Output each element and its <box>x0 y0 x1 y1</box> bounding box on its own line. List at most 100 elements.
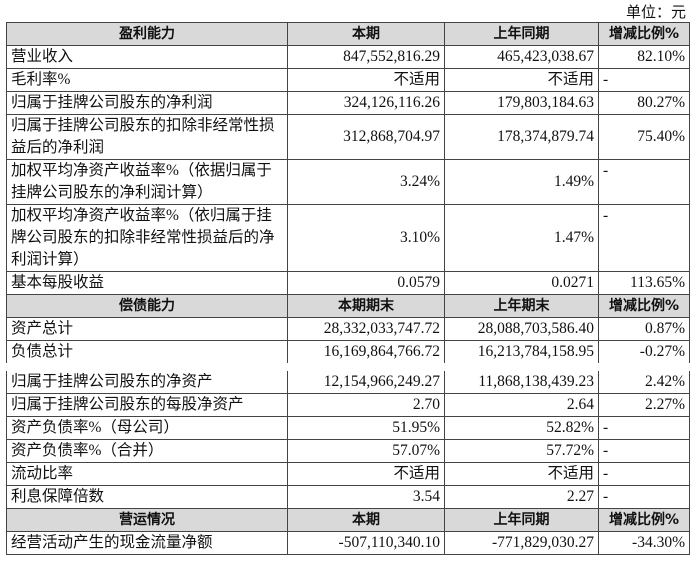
row-label: 归属于挂牌公司股东的扣除非经常性损益后的净利润 <box>6 114 288 160</box>
cell: 2.27 <box>444 485 599 509</box>
cell: 2.42% <box>598 363 690 394</box>
cell: 不适用 <box>287 68 445 92</box>
cell: 1.49% <box>444 159 599 205</box>
data-row: 归属于挂牌公司股东的扣除非经常性损益后的净利润 312,868,704.97 178… <box>6 114 690 160</box>
header-row: 盈利能力 本期 上年同期 增减比例% <box>6 22 690 46</box>
cell: 52.82% <box>444 416 599 440</box>
cell: 28,088,703,586.40 <box>444 317 599 341</box>
header-cell: 增减比例% <box>598 294 690 318</box>
cell: - <box>598 159 690 205</box>
header-cell: 上年同期 <box>444 508 599 532</box>
cell: 不适用 <box>287 462 445 486</box>
row-label: 负债总计 <box>6 340 288 368</box>
cell: 2.70 <box>287 393 445 417</box>
header-cell: 增减比例% <box>598 508 690 532</box>
data-row: 毛利率% 不适用 不适用 - <box>6 68 690 92</box>
row-label: 归属于挂牌公司股东的净利润 <box>6 91 288 115</box>
cell: - <box>598 204 690 272</box>
row-label: 经营活动产生的现金流量净额 <box>6 531 288 555</box>
row-label: 资产负债率%（合并） <box>6 439 288 463</box>
header-cell: 营运情况 <box>6 508 288 532</box>
data-row: 加权平均净资产收益率%（依据归属于挂牌公司股东的净利润计算） 3.24% 1.49%… <box>6 159 690 205</box>
row-label: 归属于挂牌公司股东的每股净资产 <box>6 393 288 417</box>
header-cell: 本期 <box>287 22 445 46</box>
row-label: 归属于挂牌公司股东的净资产 <box>6 363 288 394</box>
data-row: 资产负债率%（母公司） 51.95% 52.82% - <box>6 416 690 440</box>
row-label: 流动比率 <box>6 462 288 486</box>
row-label: 利息保障倍数 <box>6 485 288 509</box>
cell: 不适用 <box>444 462 599 486</box>
cell: 11,868,138,439.23 <box>444 363 599 394</box>
cell: -34.30% <box>598 531 690 555</box>
header-cell: 上年期末 <box>444 294 599 318</box>
cell: 82.10% <box>598 45 690 69</box>
cell: 57.07% <box>287 439 445 463</box>
header-cell: 本期期末 <box>287 294 445 318</box>
cell: - <box>598 485 690 509</box>
financial-table: 盈利能力 本期 上年同期 增减比例% 营业收入 847,552,816.29 465,423… <box>6 22 690 555</box>
data-row: 资产总计 28,332,033,747.72 28,088,703,586.40 0.… <box>6 317 690 341</box>
data-row: 资产负债率%（合并） 57.07% 57.72% - <box>6 439 690 463</box>
header-cell: 本期 <box>287 508 445 532</box>
row-label: 加权平均净资产收益率%（依据归属于挂牌公司股东的净利润计算） <box>6 159 288 205</box>
cell: 16,169,864,766.72 <box>287 340 445 368</box>
cell: 2.64 <box>444 393 599 417</box>
header-cell: 增减比例% <box>598 22 690 46</box>
data-row: 经营活动产生的现金流量净额 -507,110,340.10 -771,829,030… <box>6 531 690 555</box>
cell: - <box>598 416 690 440</box>
cell: 12,154,966,249.27 <box>287 363 445 394</box>
cell: 3.54 <box>287 485 445 509</box>
cell: 312,868,704.97 <box>287 114 445 160</box>
row-label: 资产总计 <box>6 317 288 341</box>
cell: 0.87% <box>598 317 690 341</box>
cell: 2.27% <box>598 393 690 417</box>
cell: 465,423,038.67 <box>444 45 599 69</box>
cell: - <box>598 68 690 92</box>
data-row: 基本每股收益 0.0579 0.0271 113.65% <box>6 271 690 295</box>
cell: - <box>598 439 690 463</box>
cell: 113.65% <box>598 271 690 295</box>
data-row: 归属于挂牌公司股东的每股净资产 2.70 2.64 2.27% <box>6 393 690 417</box>
data-row: 归属于挂牌公司股东的净利润 324,126,116.26 179,803,184.6… <box>6 91 690 115</box>
cell: 3.24% <box>287 159 445 205</box>
cell: 不适用 <box>444 68 599 92</box>
data-row: 营业收入 847,552,816.29 465,423,038.67 82.10% <box>6 45 690 69</box>
row-label: 加权平均净资产收益率%（依归属于挂牌公司股东的扣除非经常性损益后的净利润计算） <box>6 204 288 272</box>
cell: 178,374,879.74 <box>444 114 599 160</box>
cell: 57.72% <box>444 439 599 463</box>
table-section: 偿债能力 本期期末 上年期末 增减比例% 资产总计 28,332,033,747.72 28… <box>6 294 690 509</box>
row-label: 毛利率% <box>6 68 288 92</box>
data-row: 流动比率 不适用 不适用 - <box>6 462 690 486</box>
row-label: 营业收入 <box>6 45 288 69</box>
cell: 75.40% <box>598 114 690 160</box>
cell: - <box>598 462 690 486</box>
data-row: 利息保障倍数 3.54 2.27- <box>6 485 690 509</box>
cell: -507,110,340.10 <box>287 531 445 555</box>
header-cell: 盈利能力 <box>6 22 288 46</box>
cell: 0.0579 <box>287 271 445 295</box>
cell: 324,126,116.26 <box>287 91 445 115</box>
header-cell: 上年同期 <box>444 22 599 46</box>
cell: -771,829,030.27 <box>444 531 599 555</box>
header-row: 偿债能力 本期期末 上年期末 增减比例% <box>6 294 690 318</box>
cell: 1.47% <box>444 204 599 272</box>
cell: 80.27% <box>598 91 690 115</box>
cell: 0.0271 <box>444 271 599 295</box>
cell: 51.95% <box>287 416 445 440</box>
cell: 3.10% <box>287 204 445 272</box>
unit-label: 单位：元 <box>625 5 686 21</box>
header-cell: 偿债能力 <box>6 294 288 318</box>
cell: 179,803,184.63 <box>444 91 599 115</box>
table-section: 营运情况 本期 上年同期 增减比例% 经营活动产生的现金流量净额 -507,110,340… <box>6 508 690 555</box>
cell: 16,213,784,158.95 <box>444 340 599 368</box>
header-row: 营运情况 本期 上年同期 增减比例% <box>6 508 690 532</box>
data-row: 加权平均净资产收益率%（依归属于挂牌公司股东的扣除非经常性损益后的净利润计算） 3… <box>6 204 690 272</box>
cell: -0.27% <box>598 340 690 368</box>
row-label: 资产负债率%（母公司） <box>6 416 288 440</box>
data-row: 归属于挂牌公司股东的净资产 12,154,966,249.27 11,868,138… <box>6 363 690 394</box>
cell: 847,552,816.29 <box>287 45 445 69</box>
cell: 28,332,033,747.72 <box>287 317 445 341</box>
table-section: 盈利能力 本期 上年同期 增减比例% 营业收入 847,552,816.29 465,423… <box>6 22 690 295</box>
row-label: 基本每股收益 <box>6 271 288 295</box>
